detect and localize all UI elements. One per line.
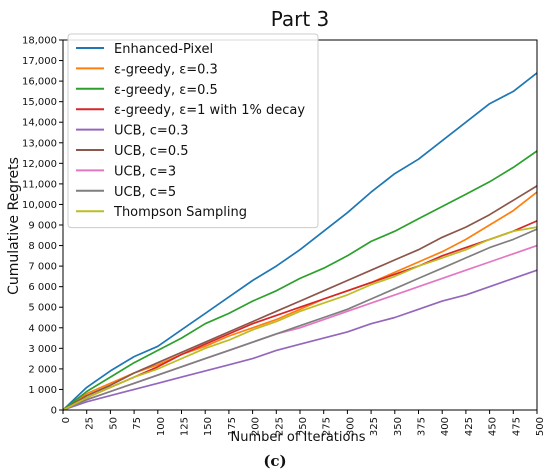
x-tick-label: 150 — [203, 417, 214, 436]
y-tick-label: 6 000 — [28, 282, 57, 293]
x-tick-label: 400 — [440, 417, 451, 436]
x-tick-label: 275 — [322, 417, 333, 436]
figure-caption: (c) — [263, 452, 287, 470]
x-tick-label: 100 — [156, 417, 167, 436]
series-line-5 — [62, 269, 538, 411]
y-tick-label: 7 000 — [28, 262, 57, 273]
y-axis-ticks: 0 1 000 2 000 3 000 4 000 5 000 6 000 7 000 8 00… — [22, 36, 63, 417]
y-tick-label: 17,000 — [22, 56, 57, 67]
series-line-3 — [62, 150, 538, 411]
x-tick-label: 500 — [535, 417, 546, 436]
series-line-6 — [62, 185, 538, 411]
series-line-1 — [62, 72, 538, 411]
x-tick-label: 175 — [227, 417, 238, 436]
legend-label: Enhanced-Pixel — [114, 42, 213, 57]
x-axis-ticks: 0 25 50 75 100 125 150 175 200 225 250 275 300 325 350… — [61, 410, 546, 436]
x-tick-label: 200 — [251, 417, 262, 436]
x-tick-label: 0 — [61, 417, 72, 423]
legend-label: ε-greedy, ε=0.5 — [114, 83, 218, 98]
x-tick-label: 50 — [108, 417, 119, 430]
y-tick-label: 18,000 — [22, 36, 57, 47]
x-tick-label: 375 — [417, 417, 428, 436]
x-tick-label: 350 — [393, 417, 404, 436]
legend-label: ε-greedy, ε=0.3 — [114, 62, 218, 77]
legend-box — [67, 33, 319, 229]
legend-label: UCB, c=0.3 — [114, 124, 189, 139]
chart-title: Part 3 — [271, 7, 330, 31]
plot-area: 0 25 50 75 100 125 150 175 200 225 250 275 300 325 350… — [22, 36, 546, 437]
y-tick-label: 9 000 — [28, 221, 57, 232]
x-tick-label: 300 — [345, 417, 356, 436]
legend-label: UCB, c=0.5 — [114, 144, 189, 159]
y-tick-label: 1 000 — [28, 385, 57, 396]
x-tick-label: 75 — [132, 417, 143, 430]
y-tick-label: 0 — [51, 406, 57, 417]
x-tick-label: 475 — [511, 417, 522, 436]
y-tick-label: 14,000 — [22, 118, 57, 129]
x-tick-label: 125 — [180, 417, 191, 436]
x-axis-label: Number of Iterations — [231, 430, 366, 445]
y-tick-label: 12,000 — [22, 159, 57, 170]
y-axis-label: Cumulative Regrets — [6, 157, 22, 295]
series-line-7 — [62, 244, 538, 411]
y-tick-label: 11,000 — [22, 179, 57, 190]
y-tick-label: 10,000 — [22, 200, 57, 211]
x-tick-label: 450 — [488, 417, 499, 436]
y-tick-label: 8 000 — [28, 241, 57, 252]
series-line-9 — [62, 226, 538, 411]
series-line-8 — [62, 228, 538, 411]
x-tick-label: 425 — [464, 417, 475, 436]
legend-label: ε-greedy, ε=1 with 1% decay — [114, 103, 305, 118]
x-tick-label: 325 — [369, 417, 380, 436]
legend-label: UCB, c=5 — [114, 185, 176, 200]
y-tick-label: 13,000 — [22, 138, 57, 149]
legend-label: Thompson Sampling — [113, 205, 247, 220]
y-tick-label: 15,000 — [22, 97, 57, 108]
y-tick-label: 3 000 — [28, 344, 57, 355]
x-tick-label: 25 — [85, 417, 96, 430]
y-tick-label: 2 000 — [28, 364, 57, 375]
legend-label: UCB, c=3 — [114, 164, 176, 179]
y-tick-label: 4 000 — [28, 323, 57, 334]
x-tick-label: 225 — [274, 417, 285, 436]
legend: Enhanced-Pixel ε-greedy, ε=0.3 ε-greedy, ε… — [67, 33, 319, 229]
series-lines — [62, 72, 538, 411]
y-tick-label: 5 000 — [28, 303, 57, 314]
x-tick-label: 250 — [298, 417, 309, 436]
y-tick-label: 16,000 — [22, 77, 57, 88]
